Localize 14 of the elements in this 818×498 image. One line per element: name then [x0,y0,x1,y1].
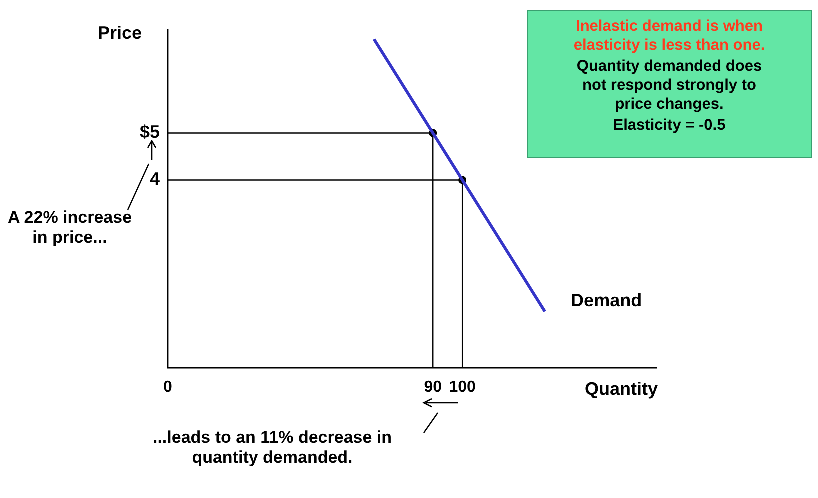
annotation: Quantity demanded does not respond strongly to price changes. [576,57,764,114]
y-axis-title: Price [98,22,142,43]
x-tick-label: 90 [424,379,442,396]
x-tick-label: 100 [449,379,476,396]
annotation: Inelastic demand is when elasticity is less than one. [572,17,766,55]
y-tick-label: $5 [140,122,160,142]
note-box: Inelastic demand is when elasticity is less than one. Quantity demanded does not respond strongly to price changes. Elasticity = -0.5 [527,10,812,158]
series-label: Demand [571,290,642,311]
text: ...leads to an 11% decrease in quantity demanded. [152,428,394,468]
text: A 22% increase in price... [6,208,134,248]
annotation: Elasticity = -0.5 [612,116,727,135]
y-tick-label: 4 [150,169,160,190]
x-tick-label: 0 [164,379,173,396]
x-axis-title: Quantity [585,378,658,399]
